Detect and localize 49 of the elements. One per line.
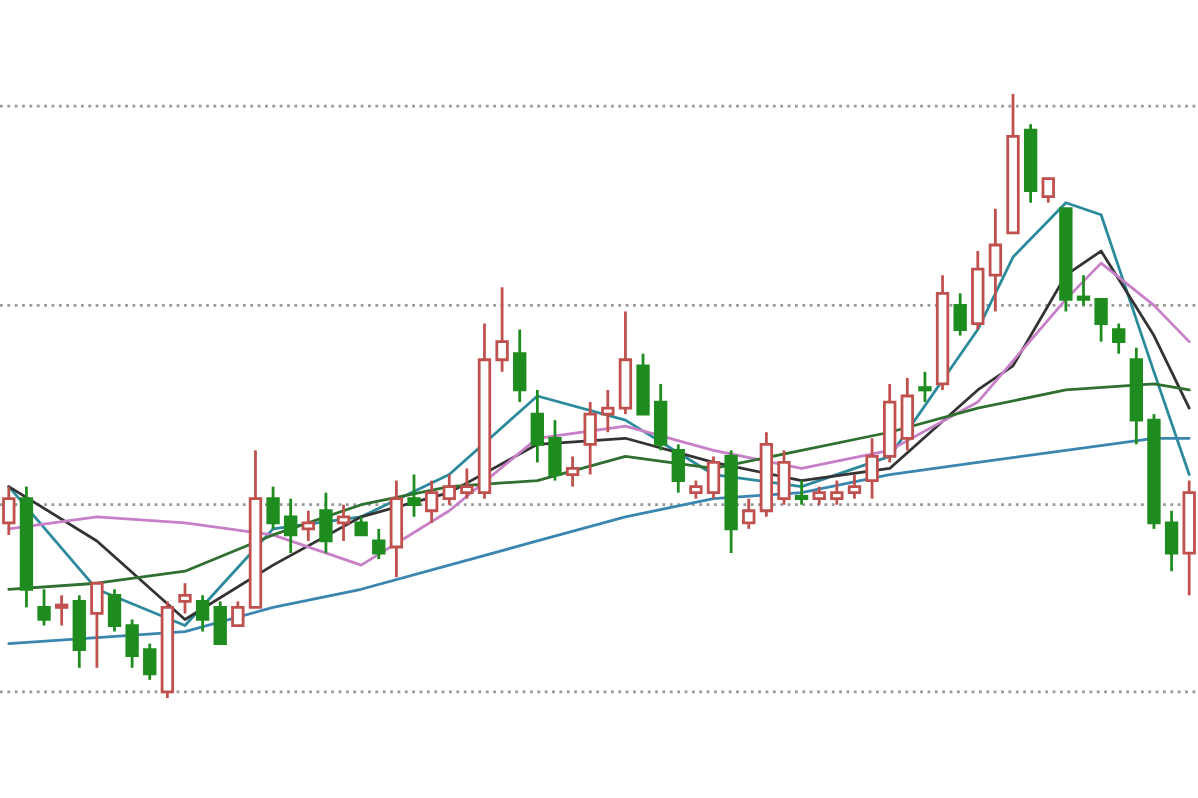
candlestick: [460, 467, 474, 501]
candlestick: [653, 382, 668, 452]
candlestick: [54, 593, 69, 627]
candlestick: [689, 479, 703, 501]
candlestick: [37, 587, 51, 627]
candlestick: [424, 479, 439, 525]
candlestick: [900, 376, 914, 452]
candlestick: [918, 370, 932, 404]
candlestick: [354, 515, 368, 537]
candlestick: [777, 448, 791, 507]
candlestick: [195, 593, 210, 633]
candlestick: [495, 285, 509, 374]
candlestick: [301, 509, 315, 543]
candlestick: [565, 455, 580, 488]
candlestick: [407, 473, 421, 519]
candlestick: [706, 455, 721, 501]
candlestick: [143, 642, 157, 682]
candlestick: [1164, 509, 1179, 573]
candlestick: [125, 618, 139, 670]
candlestick: [1112, 322, 1126, 356]
candlestick: [372, 527, 386, 561]
candlestick: [107, 587, 122, 633]
candlestick: [319, 491, 333, 555]
candlestick: [794, 479, 809, 507]
candlestick: [336, 503, 351, 543]
candlestick: [2, 485, 16, 537]
candlestick: [601, 388, 615, 434]
candlestick: [213, 599, 227, 646]
candlestick: [865, 436, 879, 501]
candlestick: [988, 207, 1003, 313]
candlestick: [847, 473, 862, 501]
candlestick: [742, 497, 756, 531]
candlestick: [1076, 273, 1091, 307]
candlestick: [671, 442, 685, 495]
candlestick: [1041, 177, 1055, 205]
candlestick: [442, 473, 456, 507]
candlestick: [812, 485, 826, 507]
candlestick: [953, 291, 967, 337]
candlestick: [1094, 297, 1108, 344]
candlestick: [548, 418, 562, 482]
candlestick: [178, 581, 192, 615]
candlestick: [513, 328, 527, 404]
candlestick: [231, 599, 245, 627]
candlestick: [266, 485, 280, 531]
candlestick: [284, 497, 298, 555]
candlestick: [583, 400, 597, 476]
candlestick: [90, 581, 104, 670]
candlestick: [530, 388, 545, 464]
candlestick: [830, 479, 844, 507]
